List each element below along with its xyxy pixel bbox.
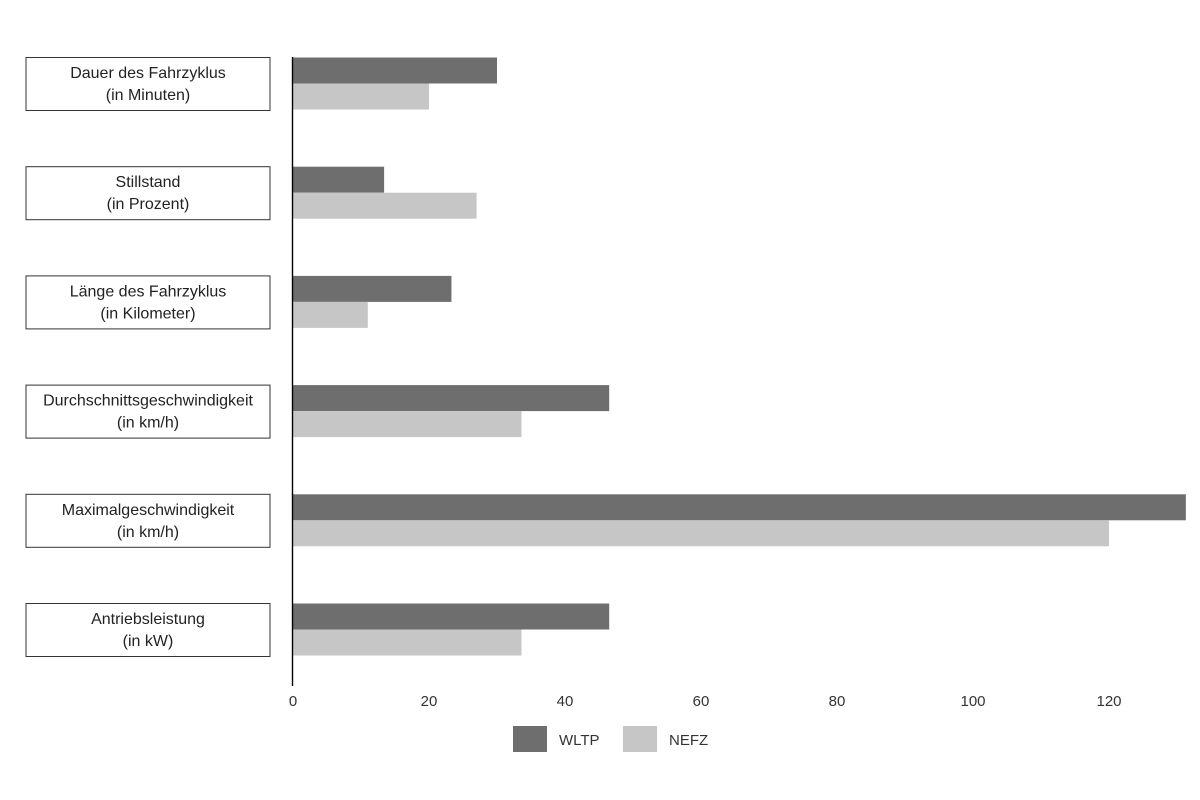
bar-nefz xyxy=(293,192,477,219)
category-label-box xyxy=(25,166,271,221)
x-tick-label: 100 xyxy=(960,693,985,710)
bar-wltp xyxy=(293,57,497,84)
category-label-line: (in km/h) xyxy=(117,524,179,541)
category-label-line: Durchschnittsgeschwindigkeit xyxy=(43,393,253,410)
x-tick-label: 120 xyxy=(1096,693,1121,710)
bar-wltp xyxy=(293,603,610,630)
category-label-line: (in kW) xyxy=(123,633,174,650)
category-label-line: Länge des Fahrzyklus xyxy=(70,283,227,300)
x-tick-label: 60 xyxy=(693,693,710,710)
bar-wltp xyxy=(293,166,385,193)
category-label-box xyxy=(25,384,271,439)
legend-swatch-wltp xyxy=(513,726,547,752)
bar-nefz xyxy=(293,629,522,656)
bar-nefz xyxy=(293,411,522,438)
category-label-box xyxy=(25,603,271,657)
legend: WLTP NEFZ xyxy=(513,726,708,752)
bar-nefz xyxy=(293,520,1109,547)
category-label-line: (in Prozent) xyxy=(107,196,190,213)
x-tick-label: 80 xyxy=(829,693,846,710)
x-axis-ticks: 0 20 40 60 80 100 120 xyxy=(289,693,1122,710)
x-tick-label: 20 xyxy=(421,693,438,710)
x-tick-label: 0 xyxy=(289,693,297,710)
bars xyxy=(293,57,1186,656)
category-label-line: (in Minuten) xyxy=(106,87,190,104)
legend-label-wltp: WLTP xyxy=(559,732,600,749)
bar-wltp xyxy=(293,275,452,302)
bar-wltp xyxy=(293,385,610,412)
category-labels: Dauer des Fahrzyklus (in Minuten) Stillsta… xyxy=(25,57,271,657)
category-label-box xyxy=(25,57,271,111)
category-label-line: Dauer des Fahrzyklus xyxy=(70,65,226,82)
bar-wltp xyxy=(293,494,1186,521)
category-label-line: (in Kilometer) xyxy=(100,305,195,322)
x-tick-label: 40 xyxy=(557,693,574,710)
category-label-line: Stillstand xyxy=(116,174,181,191)
category-label-line: Maximalgeschwindigkeit xyxy=(62,502,235,519)
category-label-box xyxy=(25,493,271,548)
legend-label-nefz: NEFZ xyxy=(669,732,708,749)
legend-swatch-nefz xyxy=(623,726,657,752)
category-label-line: (in km/h) xyxy=(117,415,179,432)
category-label-line: Antriebsleistung xyxy=(91,611,205,628)
bar-nefz xyxy=(293,301,368,328)
bar-nefz xyxy=(293,83,429,110)
category-label-box xyxy=(25,275,271,330)
